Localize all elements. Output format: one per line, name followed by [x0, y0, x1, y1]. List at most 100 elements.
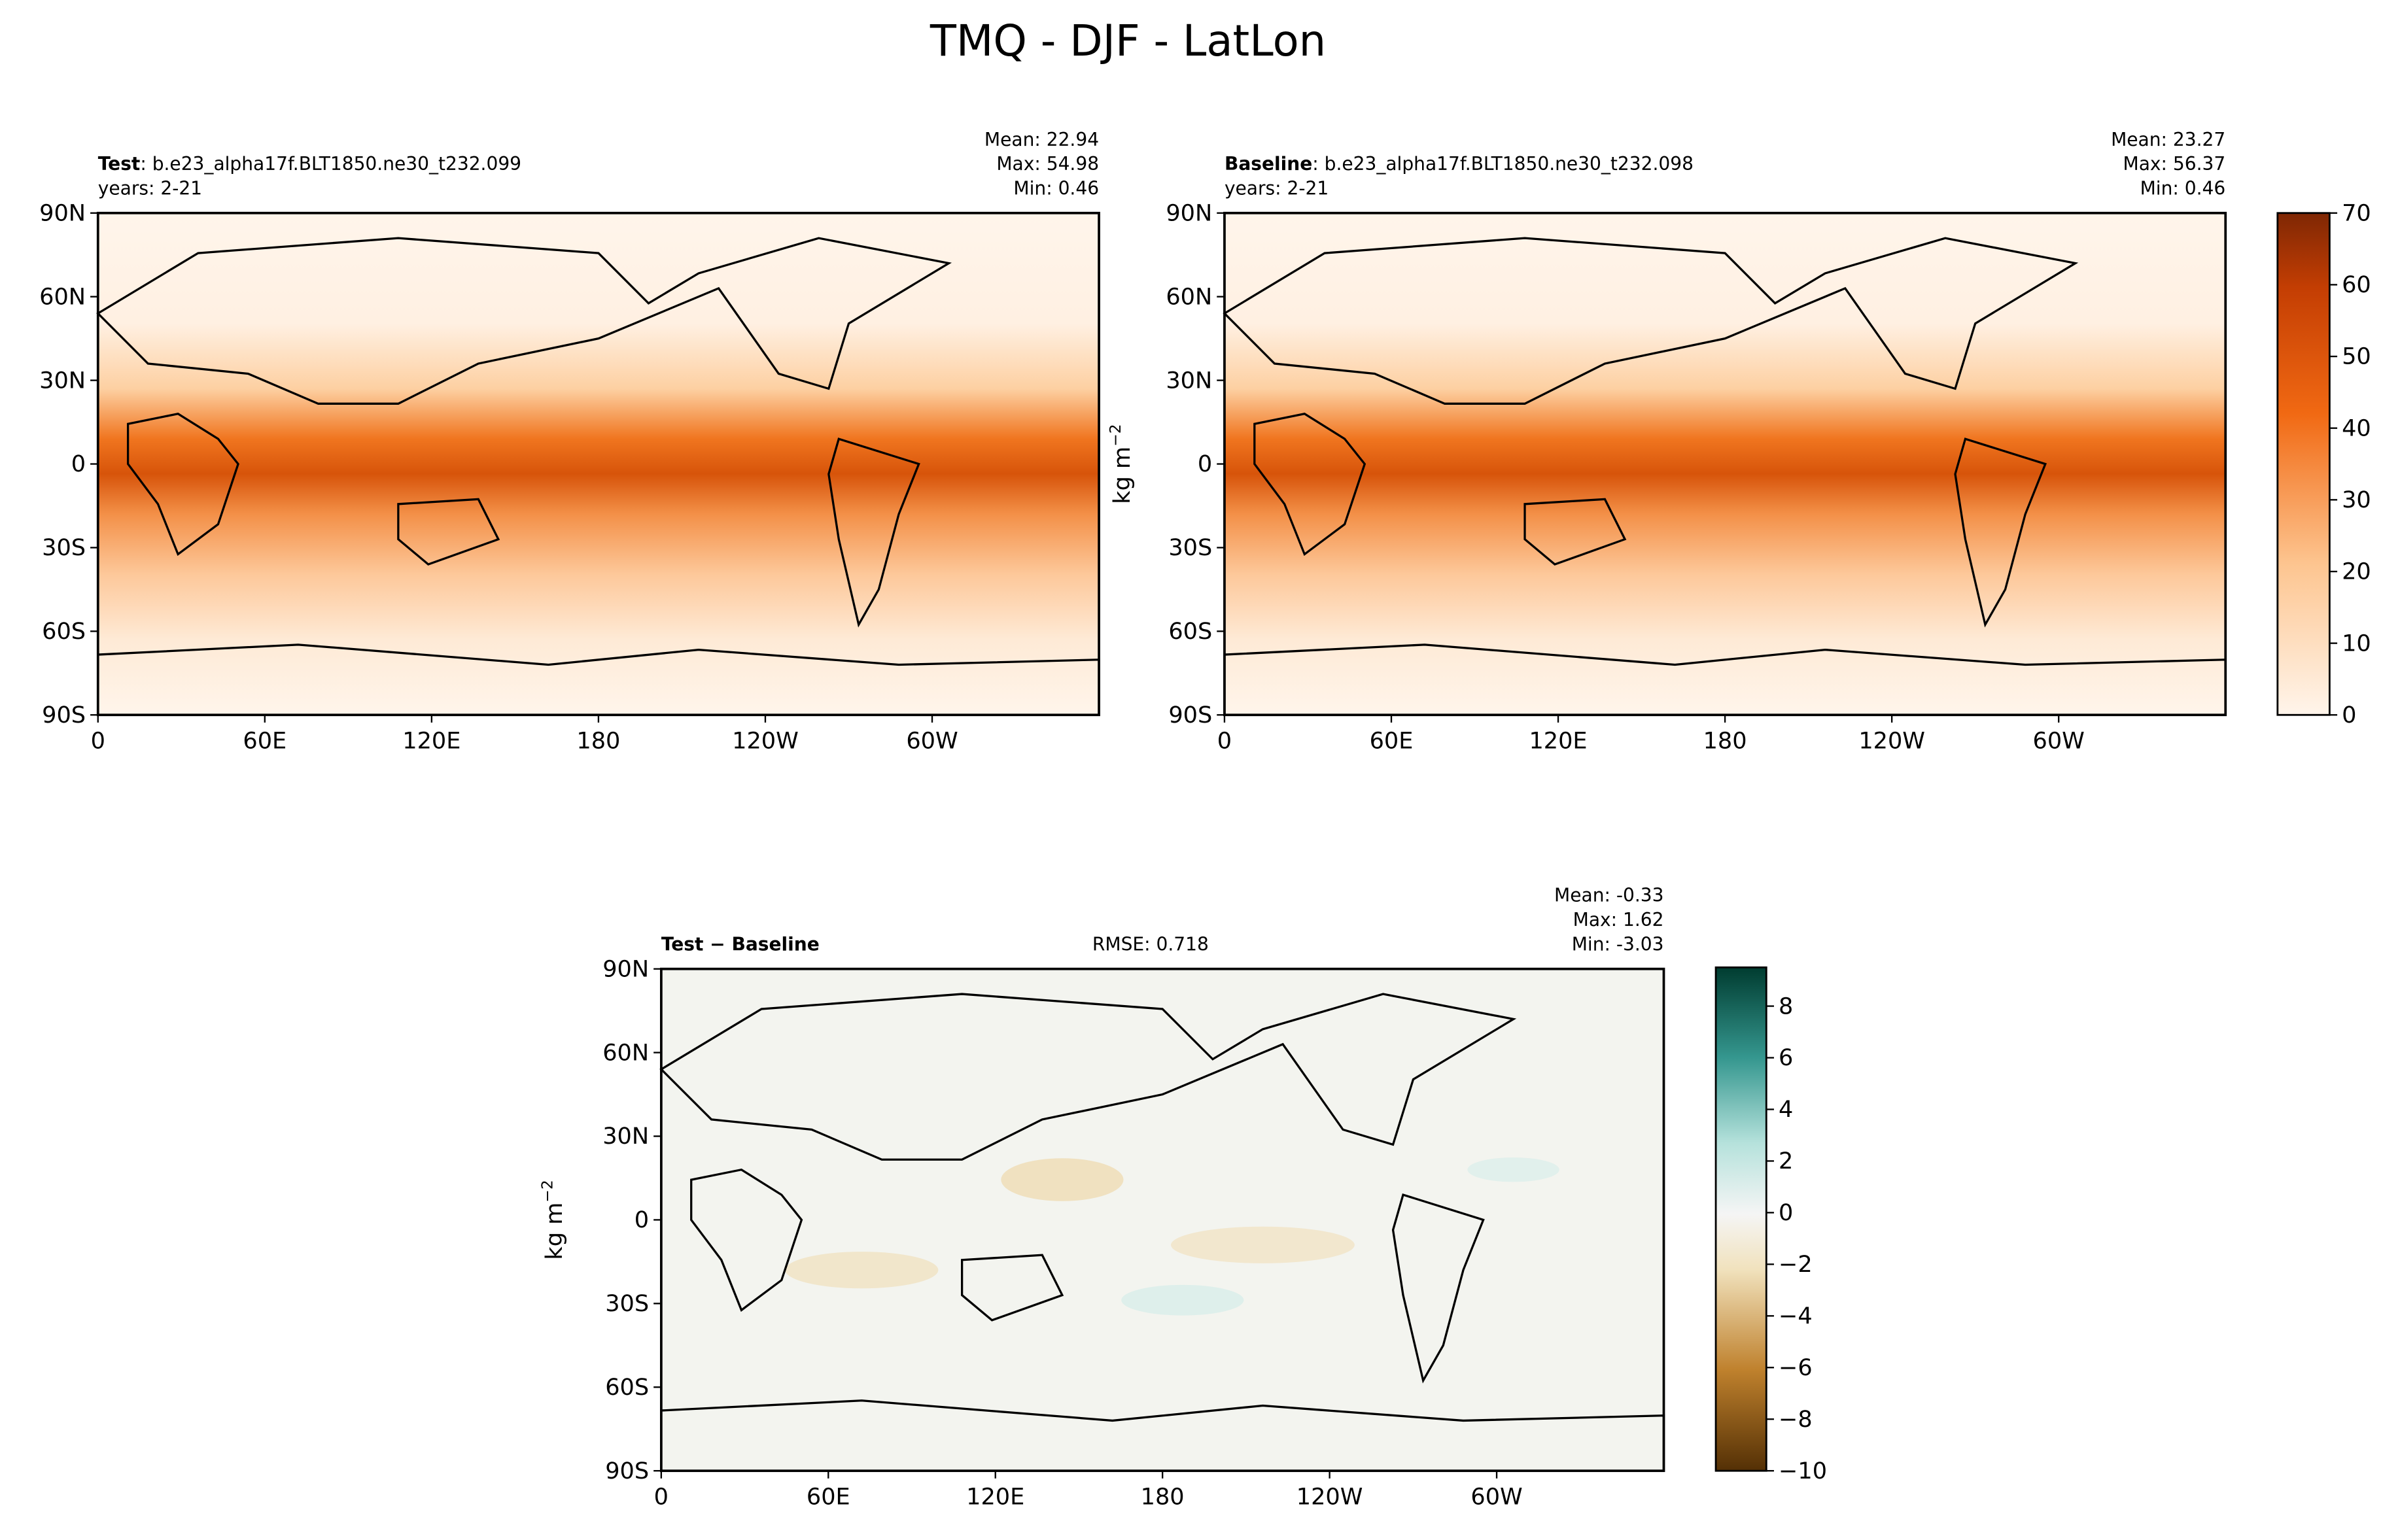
- panel-years: years: 2-21: [1225, 178, 1329, 199]
- y-tick-label: 90N: [39, 199, 86, 226]
- colorbar-tick-label: −4: [1779, 1303, 1813, 1329]
- y-tick-label: 60N: [1166, 283, 1212, 310]
- x-tick-label: 0: [1217, 728, 1232, 755]
- panel-label: Test − Baseline: [661, 934, 820, 955]
- colorbar-tick-label: 40: [2342, 415, 2371, 441]
- coastline: [659, 993, 1517, 1161]
- difference-patch: [1171, 1226, 1355, 1263]
- panel-label: Baseline: b.e23_alpha17f.BLT1850.ne30_t2…: [1225, 153, 1694, 175]
- difference-patch: [1001, 1158, 1124, 1201]
- colorbar-tick-label: −6: [1779, 1354, 1813, 1381]
- panel-stat: Mean: 22.94: [984, 129, 1099, 150]
- y-tick-label: 30N: [1166, 367, 1212, 394]
- x-tick-label: 120W: [732, 728, 799, 755]
- panel-stat: Min: 0.46: [2140, 178, 2226, 199]
- x-tick-label: 60E: [243, 728, 287, 755]
- x-tick-label: 120E: [966, 1484, 1024, 1511]
- colorbar-tick-label: 0: [1779, 1199, 1793, 1226]
- colorbar-tick-label: 10: [2342, 630, 2371, 657]
- coastline: [1523, 498, 1627, 566]
- colorbar-tick-label: 70: [2342, 199, 2371, 226]
- map-field: [97, 213, 1100, 715]
- y-tick-label: 30S: [605, 1290, 649, 1317]
- coastline: [1253, 413, 1366, 556]
- colorbar-tick-label: −8: [1779, 1406, 1813, 1433]
- y-tick-label: 90S: [1168, 702, 1212, 728]
- panel-stat: Max: 54.98: [996, 153, 1099, 175]
- colorbar-tick-label: 60: [2342, 271, 2371, 298]
- coastline: [961, 1254, 1064, 1322]
- x-tick-label: 180: [576, 728, 620, 755]
- y-tick-label: 0: [71, 451, 86, 477]
- panel-name: Baseline: [1225, 153, 1312, 175]
- y-tick-label: 0: [635, 1206, 649, 1233]
- difference-patch: [1121, 1284, 1244, 1316]
- unit-base: kg m: [541, 1203, 568, 1260]
- x-tick-label: 120E: [1529, 728, 1587, 755]
- map-field: [1224, 213, 2226, 715]
- coastline: [1391, 1193, 1485, 1384]
- panel-case: : b.e23_alpha17f.BLT1850.ne30_t232.099: [140, 153, 521, 175]
- x-tick-label: 60E: [807, 1484, 850, 1511]
- x-tick-label: 120W: [1296, 1484, 1363, 1511]
- unit-base: kg m: [1109, 447, 1136, 504]
- y-tick-label: 90S: [605, 1458, 649, 1484]
- x-tick-label: 0: [654, 1484, 669, 1511]
- y-tick-label: 60S: [42, 618, 86, 645]
- colorbar-tick-label: 4: [1779, 1096, 1793, 1123]
- colorbar: [1714, 966, 1767, 1472]
- y-tick-label: 60S: [605, 1374, 649, 1401]
- panel-label: Test: b.e23_alpha17f.BLT1850.ne30_t232.0…: [98, 153, 521, 175]
- x-tick-label: 0: [91, 728, 105, 755]
- panel-stat: Mean: -0.33: [1554, 885, 1663, 906]
- panel-name: Test: [98, 153, 141, 175]
- x-tick-label: 120W: [1858, 728, 1925, 755]
- x-tick-label: 60W: [2033, 728, 2085, 755]
- coastline: [1223, 237, 2079, 405]
- coastline: [690, 1168, 803, 1312]
- coastline: [96, 237, 952, 405]
- colorbar-tick-label: 2: [1779, 1148, 1793, 1174]
- axis-unit-label: kg m−2: [538, 1180, 568, 1259]
- colorbar-tick-label: 50: [2342, 343, 2371, 370]
- difference-patch: [785, 1252, 939, 1289]
- colorbar-tick-label: −2: [1779, 1251, 1813, 1278]
- panel-stat: Min: 0.46: [1013, 178, 1099, 199]
- colorbar-tick-label: 8: [1779, 993, 1793, 1019]
- panel-stat: Max: 56.37: [2123, 153, 2226, 175]
- y-tick-label: 30S: [42, 534, 86, 561]
- panel-case: : b.e23_alpha17f.BLT1850.ne30_t232.098: [1312, 153, 1694, 175]
- x-tick-label: 60W: [1470, 1484, 1522, 1511]
- y-tick-label: 60N: [39, 283, 86, 310]
- coastline: [1954, 437, 2047, 628]
- panel-stat: Mean: 23.27: [2111, 129, 2225, 150]
- colorbar-tick-label: 6: [1779, 1044, 1793, 1071]
- colorbar-tick-label: 30: [2342, 487, 2371, 513]
- difference-patch: [1467, 1157, 1559, 1182]
- y-tick-label: 60N: [602, 1039, 649, 1066]
- y-tick-label: 30S: [1168, 534, 1212, 561]
- x-tick-label: 60W: [906, 728, 958, 755]
- panel-stat: Max: 1.62: [1573, 909, 1664, 931]
- colorbar-tick-label: −10: [1779, 1458, 1827, 1484]
- colorbar: [2276, 212, 2331, 716]
- x-tick-label: 120E: [402, 728, 461, 755]
- panel-stat: Min: -3.03: [1572, 934, 1664, 955]
- unit-exp: −2: [538, 1180, 557, 1202]
- map-field: [661, 968, 1664, 1471]
- panel-rmse: RMSE: 0.718: [1092, 934, 1209, 955]
- y-tick-label: 90S: [42, 702, 86, 728]
- y-tick-label: 0: [1198, 451, 1212, 477]
- figure-title: TMQ - DJF - LatLon: [930, 16, 1326, 66]
- x-tick-label: 180: [1141, 1484, 1185, 1511]
- y-tick-label: 90N: [1166, 199, 1212, 226]
- y-tick-label: 60S: [1168, 618, 1212, 645]
- coastline: [827, 437, 920, 628]
- coastline: [397, 498, 500, 566]
- y-tick-label: 90N: [602, 955, 649, 982]
- x-tick-label: 60E: [1370, 728, 1414, 755]
- y-tick-label: 30N: [39, 367, 86, 394]
- panel-name: Test − Baseline: [661, 934, 820, 955]
- panel-years: years: 2-21: [98, 178, 202, 199]
- coastline: [126, 413, 239, 556]
